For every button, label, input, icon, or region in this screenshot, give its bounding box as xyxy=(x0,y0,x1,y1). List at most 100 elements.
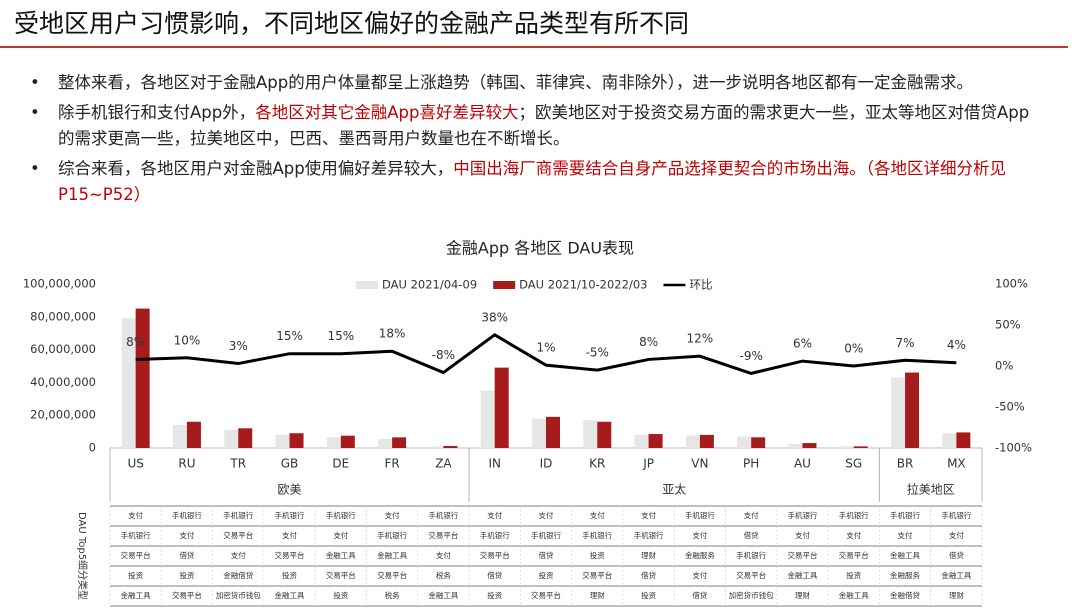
x-tick-label: FR xyxy=(384,457,399,471)
data-label: -5% xyxy=(586,346,609,360)
x-tick-label: VN xyxy=(691,457,708,471)
table-cell: 手机银行 xyxy=(941,510,971,520)
table-cell: 金融借贷 xyxy=(890,590,920,600)
table-cell: 借贷 xyxy=(692,590,707,600)
group-label: 拉美地区 xyxy=(907,482,955,497)
data-label: 8% xyxy=(639,335,658,349)
highlight-text: 中国出海厂商需要结合自身产品选择更契合的市场出海。（各地区详细分析见P15~P5… xyxy=(58,159,1006,204)
table-cell: 手机银行 xyxy=(172,510,202,520)
bullet: 综合来看，各地区用户对金融App使用偏好差异较大，中国出海厂商需要结合自身产品选… xyxy=(30,156,1040,208)
table-cell: 理财 xyxy=(641,550,656,560)
y-tick-label: 80,000,000 xyxy=(30,309,96,323)
table-cell: 投资 xyxy=(590,550,605,560)
bar xyxy=(597,421,612,448)
data-label: 4% xyxy=(947,338,966,352)
line xyxy=(135,333,957,375)
highlight-text: 各地区对其它金融App喜好差异较大 xyxy=(255,103,519,122)
table-cell: 金融工具 xyxy=(890,550,920,560)
table-cell: 理财 xyxy=(590,590,605,600)
table-cell: 投资 xyxy=(282,570,297,580)
data-label: 12% xyxy=(687,332,714,346)
row-header: DAU Top5细分类型 xyxy=(76,512,89,600)
x-tick-label: ID xyxy=(540,457,553,471)
table-cell: 手机银行 xyxy=(377,530,407,540)
table-cell: 金融服务 xyxy=(890,570,920,580)
table-cell: 手机银行 xyxy=(223,510,253,520)
table-cell: 金融工具 xyxy=(941,570,971,580)
x-tick-label: SG xyxy=(845,457,862,471)
table-cell: 借贷 xyxy=(744,530,759,540)
legend-swatch xyxy=(356,281,378,289)
bar xyxy=(121,318,136,448)
table-cell: 手机银行 xyxy=(736,550,766,560)
bar xyxy=(172,425,187,448)
table-cell: 手机银行 xyxy=(839,510,869,520)
bullet: 整体来看，各地区对于金融App的用户体量都呈上涨趋势（韩国、菲律宾、南非除外），… xyxy=(30,70,1040,96)
chart-title: 金融App 各地区 DAU表现 xyxy=(446,239,634,258)
data-label: 38% xyxy=(481,310,508,324)
bar xyxy=(802,443,817,448)
bar xyxy=(443,446,458,448)
table-cell: 金融工具 xyxy=(121,590,151,600)
y2-tick-label: -100% xyxy=(995,441,1032,455)
table-cell: 支付 xyxy=(179,530,194,540)
table-cell: 投资 xyxy=(128,570,143,580)
data-label: 0% xyxy=(844,342,863,356)
table-cell: 交易平台 xyxy=(839,550,869,560)
table-cell: 手机银行 xyxy=(582,530,612,540)
bar xyxy=(853,446,868,448)
table-cell: 支付 xyxy=(692,570,707,580)
table-cell: 借贷 xyxy=(179,550,194,560)
data-label: 15% xyxy=(276,329,303,343)
y2-tick-label: -50% xyxy=(995,400,1025,414)
y-tick-label: 60,000,000 xyxy=(30,342,96,356)
bar xyxy=(275,434,290,448)
table-cell: 投资 xyxy=(487,590,502,600)
y-tick-label: 20,000,000 xyxy=(30,408,96,422)
data-label: -8% xyxy=(432,348,455,362)
table-cell: 投资 xyxy=(333,590,348,600)
bar xyxy=(546,416,560,448)
table-cell: 交易平台 xyxy=(326,570,356,580)
y2-tick-label: 0% xyxy=(995,359,1013,373)
y-tick-label: 100,000,000 xyxy=(23,277,96,291)
bullet: 除手机银行和支付App外，各地区对其它金融App喜好差异较大；欧美地区对于投资交… xyxy=(30,100,1040,152)
bar xyxy=(186,421,201,448)
y2-tick-label: 100% xyxy=(995,277,1028,291)
data-label: 18% xyxy=(379,327,406,341)
y-tick-label: 40,000,000 xyxy=(30,375,96,389)
bar xyxy=(429,446,444,448)
data-label: 3% xyxy=(229,339,248,353)
table-cell: 手机银行 xyxy=(428,510,458,520)
table-cell: 理财 xyxy=(949,590,964,600)
table-cell: 借贷 xyxy=(539,550,554,560)
x-tick-label: KR xyxy=(589,457,605,471)
table-cell: 借贷 xyxy=(487,570,502,580)
table-cell: 借贷 xyxy=(949,550,964,560)
bar xyxy=(905,372,920,448)
table-cell: 交易平台 xyxy=(736,570,766,580)
table-cell: 投资 xyxy=(179,570,194,580)
table-cell: 交易平台 xyxy=(172,590,202,600)
table-cell: 交易平台 xyxy=(787,550,817,560)
y2-tick-label: 50% xyxy=(995,318,1021,332)
bar xyxy=(494,367,509,448)
x-tick-label: RU xyxy=(178,457,195,471)
table-cell: 交易平台 xyxy=(223,530,253,540)
data-label: -9% xyxy=(739,349,762,363)
bar xyxy=(751,437,766,448)
table-cell: 手机银行 xyxy=(480,530,510,540)
table-cell: 手机银行 xyxy=(531,530,561,540)
table-cell: 投资 xyxy=(641,590,656,600)
bullet-text: 综合来看，各地区用户对金融App使用偏好差异较大， xyxy=(58,159,454,178)
data-label: 15% xyxy=(327,329,354,343)
group-label: 亚太 xyxy=(662,482,686,497)
table-cell: 交易平台 xyxy=(377,570,407,580)
table-cell: 支付 xyxy=(846,530,861,540)
bar xyxy=(634,434,649,448)
x-tick-label: AU xyxy=(794,457,811,471)
x-tick-label: TR xyxy=(229,457,246,471)
x-tick-label: BR xyxy=(897,457,914,471)
bar xyxy=(340,435,355,448)
y-tick-label: 0 xyxy=(89,441,96,455)
